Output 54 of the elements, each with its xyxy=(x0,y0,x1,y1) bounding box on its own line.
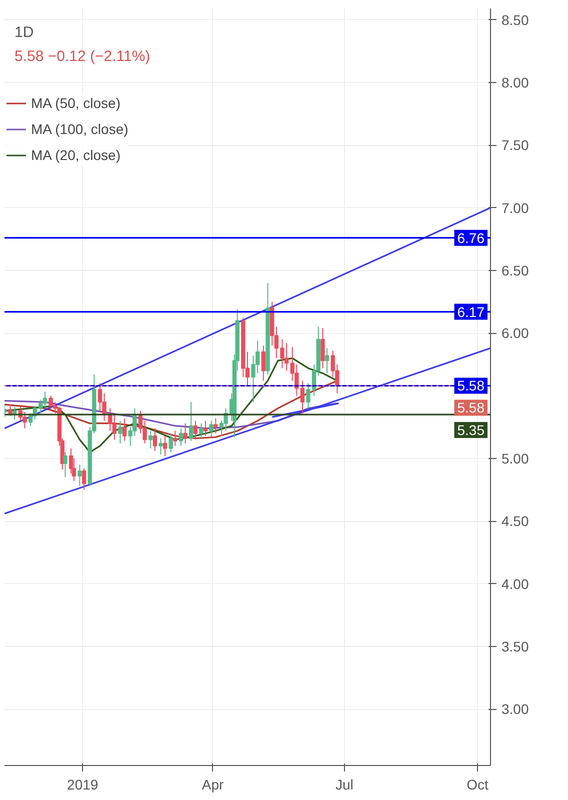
candlestick xyxy=(63,452,68,478)
candlestick xyxy=(162,435,168,456)
y-tick-label: 5.00 xyxy=(502,450,529,466)
y-tick-label: 4.00 xyxy=(502,576,529,592)
candlestick xyxy=(152,428,158,452)
candlestick xyxy=(118,420,122,444)
x-tick-label: 2019 xyxy=(67,776,98,792)
y-tick-label: 3.50 xyxy=(502,638,529,654)
ref-line-label: 5.58 xyxy=(457,400,485,416)
x-tick-label: Jul xyxy=(335,776,354,792)
candlestick xyxy=(214,418,218,434)
annotation: 5.58 −0.12 (−2.11%) xyxy=(14,48,150,65)
y-tick-label: 6.50 xyxy=(502,262,529,278)
candlestick xyxy=(158,438,163,456)
y-tick-label: 6.00 xyxy=(502,325,529,342)
y-tick-label: 7.50 xyxy=(502,137,529,154)
candlestick xyxy=(178,428,184,446)
y-tick-label: 4.50 xyxy=(502,513,529,530)
legend-label: MA (50, close) xyxy=(31,95,120,111)
candlestick xyxy=(189,402,194,442)
x-tick-label: Oct xyxy=(466,776,488,792)
candlestick xyxy=(324,348,330,374)
candlestick xyxy=(42,392,48,409)
candlestick xyxy=(261,345,266,382)
annotation: 1D xyxy=(14,24,34,41)
candlestick xyxy=(183,422,188,444)
line-series xyxy=(4,357,338,453)
candlestick xyxy=(173,430,178,446)
candlestick xyxy=(199,422,204,439)
y-tick-label: 7.00 xyxy=(502,200,529,216)
candlestick xyxy=(98,382,102,412)
ref-line-label: 6.76 xyxy=(457,230,485,246)
candlestick xyxy=(8,404,12,416)
candlestick xyxy=(168,432,173,453)
y-tick-label: 8.50 xyxy=(502,12,529,28)
candlestick xyxy=(78,464,82,487)
candlestick xyxy=(122,418,127,442)
candlestick xyxy=(320,328,325,369)
candlestick xyxy=(203,420,208,436)
legend-label: MA (100, close) xyxy=(31,121,128,137)
x-tick-label: Apr xyxy=(202,776,224,792)
candlestick xyxy=(112,414,117,440)
candlestick xyxy=(148,430,153,449)
candlestick xyxy=(12,406,17,420)
candlestick xyxy=(193,420,198,440)
ref-line-label: 5.35 xyxy=(457,422,485,438)
ref-line-label: 6.17 xyxy=(457,304,485,320)
y-tick-label: 8.00 xyxy=(502,74,529,90)
candlestick xyxy=(209,420,214,438)
candlestick xyxy=(82,468,86,490)
ref-line-label: 5.58 xyxy=(457,378,485,394)
y-tick-label: 3.00 xyxy=(502,701,529,718)
legend-label: MA (20, close) xyxy=(31,147,120,163)
candlestick xyxy=(48,395,53,412)
